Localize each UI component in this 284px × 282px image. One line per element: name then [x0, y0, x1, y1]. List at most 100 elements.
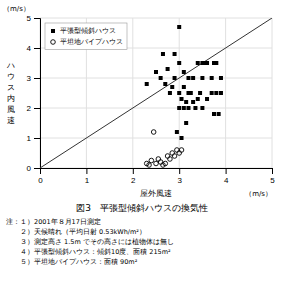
legend-frame: [45, 23, 127, 49]
point: [210, 91, 214, 95]
point: [200, 106, 204, 110]
point: [191, 100, 195, 104]
point: [163, 161, 168, 166]
chart: 012345012345平張型傾斜ハウス平坦地パイプハウス屋外風速（m/s）（m…: [0, 0, 284, 282]
x-tick-label: 4: [224, 176, 229, 185]
point: [196, 97, 200, 101]
grid-line-y: [40, 18, 272, 19]
point: [161, 52, 165, 56]
y-label: ハウス内風速: [6, 61, 15, 125]
point: [210, 76, 214, 80]
point: [191, 76, 195, 80]
y-tick-mark: [34, 78, 40, 79]
point: [177, 61, 181, 65]
point: [177, 91, 181, 95]
x-tick-mark: [86, 168, 87, 174]
diagonal-line: [40, 18, 272, 168]
point: [182, 70, 186, 74]
note: 注：１）2001年８月17日測定: [6, 218, 101, 226]
series: [144, 130, 183, 168]
point: [180, 136, 184, 140]
point: [163, 82, 167, 86]
x-tick-label: 1: [85, 176, 90, 185]
point: [149, 158, 154, 163]
y-tick-mark: [34, 138, 40, 139]
point: [214, 61, 218, 65]
point: [196, 61, 200, 65]
y-axis-line: [34, 19, 41, 169]
note: ３）測定高さ 1.5m でその高さには植物体は無し: [6, 238, 174, 246]
x-tick-label: 5: [270, 176, 275, 185]
y-tick-label: 3: [27, 74, 32, 83]
x-tick-label: 0: [38, 176, 43, 185]
point: [193, 106, 197, 110]
point: [179, 148, 184, 153]
point: [147, 163, 152, 168]
x-tick: 3: [177, 168, 182, 185]
legend-symbol: [51, 40, 56, 45]
x-tick-mark: [179, 168, 180, 174]
point: [189, 91, 193, 95]
point: [200, 76, 204, 80]
y-tick-label: 2: [27, 104, 32, 113]
note: ５）平坦地パイプハウス：面積 90m²: [6, 258, 138, 266]
point: [173, 76, 177, 80]
marks: [40, 18, 272, 168]
grid-line-x: [225, 18, 226, 168]
y-tick-mark: [34, 168, 40, 169]
plot: 0 1 2 3 4 5 0 1 2 3 4 5 平張型傾斜ハウス平坦地パイプハウス: [27, 14, 276, 185]
point: [175, 130, 179, 134]
point: [170, 85, 174, 89]
point: [219, 91, 223, 95]
point: [159, 76, 163, 80]
point: [180, 97, 184, 101]
point: [184, 121, 188, 125]
note: ４）平張型傾斜ハウス：傾斜10度、面積 215m²: [6, 248, 171, 256]
point: [212, 112, 216, 116]
legend-symbol: [51, 29, 55, 33]
y-tick: 2: [27, 104, 40, 113]
grid: [40, 18, 272, 168]
y-tick-mark: [34, 48, 40, 49]
point: [172, 154, 177, 159]
point: [182, 106, 186, 110]
point: [203, 61, 207, 65]
y-tick-mark: [34, 18, 40, 19]
x-tick-mark: [133, 168, 134, 174]
legend-label: 平張型傾斜ハウス: [60, 27, 116, 35]
point: [186, 76, 190, 80]
x-tick: 2: [131, 168, 136, 185]
title: 図3 平張型傾斜ハウスの換気性: [76, 203, 208, 213]
point: [168, 91, 172, 95]
legend: 平張型傾斜ハウス平坦地パイプハウス: [45, 23, 127, 49]
y-label-unit: （m/s）: [3, 5, 30, 13]
grid-line-x: [132, 18, 133, 168]
y-tick-label: 5: [27, 14, 32, 23]
x-tick-mark: [272, 168, 273, 174]
legend-label: 平坦地パイプハウス: [60, 38, 123, 46]
x-tick: 1: [85, 168, 90, 185]
grid-line-y: [40, 78, 272, 79]
point: [184, 100, 188, 104]
grid-line-y: [40, 108, 272, 109]
series: [145, 25, 223, 140]
point: [217, 112, 221, 116]
note: ２）天候晴れ（平均日射 0.53kWh/m²）: [6, 228, 146, 236]
y-tick-label: 0: [27, 164, 32, 173]
y-tick-label: 4: [27, 44, 32, 53]
x-tick-label: 2: [131, 176, 136, 185]
point: [166, 67, 170, 71]
y-tick-label: 1: [27, 134, 32, 143]
point: [182, 85, 186, 89]
x-label-unit: （m/s）: [245, 190, 272, 198]
point: [219, 76, 223, 80]
y-tick: 5: [27, 14, 40, 23]
grid-line-x: [272, 18, 273, 168]
y-tick: 3: [27, 74, 40, 83]
point: [214, 91, 218, 95]
y-tick: 1: [27, 134, 40, 143]
point: [186, 106, 190, 110]
point: [151, 130, 156, 135]
x-axis: 0 1 2 3 4 5: [38, 168, 275, 185]
point: [168, 157, 173, 162]
